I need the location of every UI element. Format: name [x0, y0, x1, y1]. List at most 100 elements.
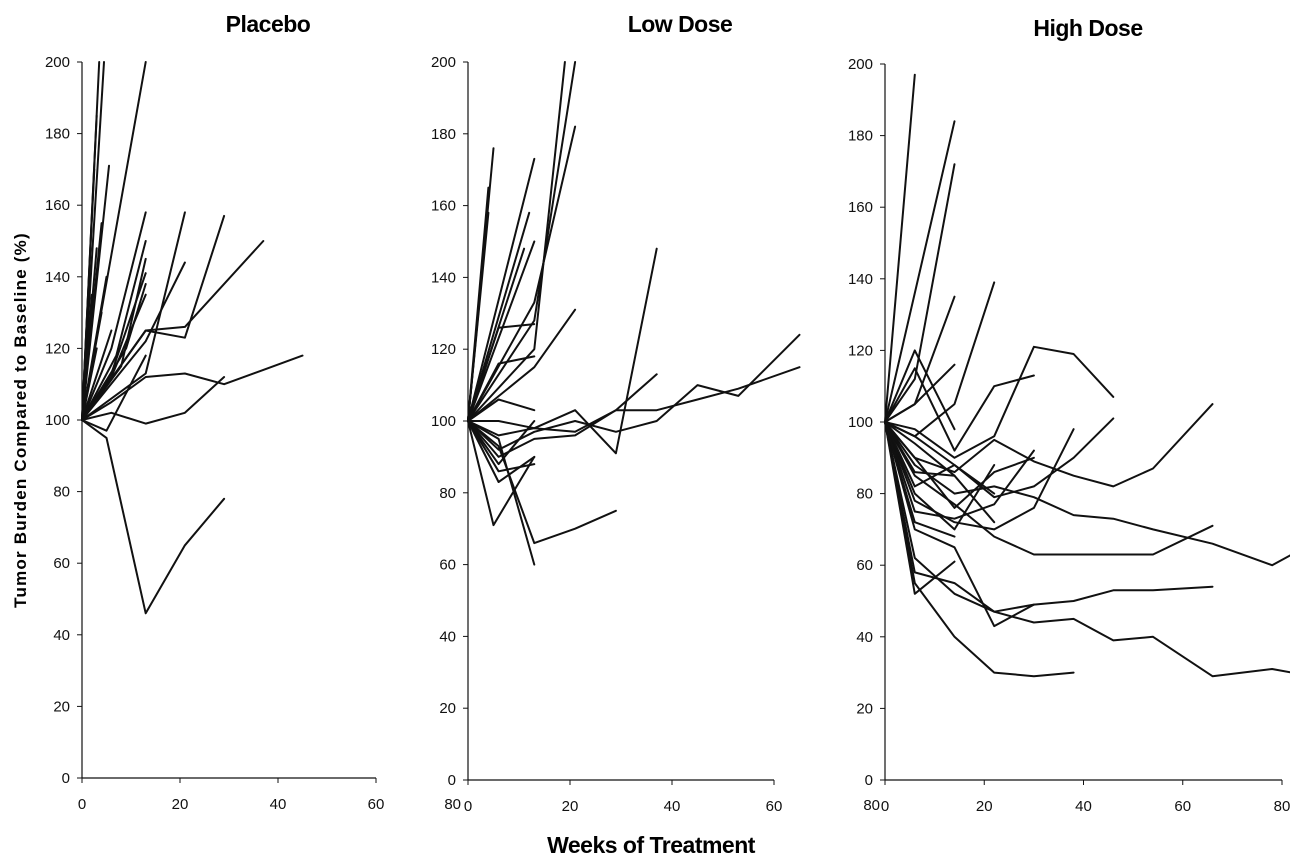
series-line — [884, 421, 1075, 678]
y-tick-label: 200 — [848, 56, 873, 73]
x-tick-label: 0 — [78, 796, 86, 813]
series-line — [467, 398, 536, 422]
series-line — [467, 420, 536, 466]
panel-title: Placebo — [226, 11, 311, 37]
series-line — [81, 354, 304, 421]
panel-low-dose: Low Dose 0 20 40 60 80 100 120 140 160 180 200 0 20… — [431, 11, 801, 815]
series-line — [81, 283, 147, 421]
series-line — [884, 421, 1214, 556]
y-tick-label: 180 — [848, 128, 873, 145]
series-line — [467, 420, 536, 566]
y-tick-label: 120 — [848, 342, 873, 359]
series-line — [884, 421, 1035, 520]
y-axis: 0 20 40 60 80 100 120 140 160 180 200 — [45, 54, 83, 787]
x-tick-label: 20 — [172, 796, 189, 813]
series-line — [81, 261, 186, 421]
x-axis: 0 20 40 60 80 — [881, 779, 1290, 815]
series-line — [81, 329, 113, 421]
series-lines — [467, 61, 801, 566]
panel-high-dose: High Dose 0 20 40 60 80 100 120 140 160 180 200 0 2… — [848, 15, 1290, 815]
series-line — [467, 323, 536, 422]
series-line — [884, 421, 956, 538]
y-tick-label: 100 — [431, 413, 456, 430]
series-line — [884, 421, 1035, 628]
series-line — [884, 421, 996, 524]
series-line — [884, 421, 1290, 567]
x-tick-label: 60 — [368, 796, 385, 813]
y-tick-label: 160 — [431, 198, 456, 215]
x-tick-label: 20 — [562, 798, 579, 815]
series-line — [884, 421, 1035, 509]
x-tick-label: 0 — [464, 798, 472, 815]
series-line — [467, 211, 531, 422]
y-tick-label: 60 — [53, 555, 70, 572]
series-line — [81, 211, 147, 421]
series-line — [884, 421, 1290, 678]
series-line — [467, 420, 536, 527]
series-line — [81, 211, 186, 421]
y-axis: 0 20 40 60 80 100 120 140 160 180 200 — [431, 54, 469, 789]
x-tick-label: 0 — [881, 798, 889, 815]
x-axis-label: Weeks of Treatment — [547, 832, 756, 856]
y-tick-label: 0 — [865, 772, 873, 789]
series-lines — [884, 73, 1290, 678]
series-lines — [81, 61, 304, 615]
series-line — [884, 120, 956, 423]
series-line — [467, 61, 566, 422]
x-axis: 0 20 40 60 — [78, 777, 385, 813]
y-axis-label: Tumor Burden Compared to Baseline (%) — [11, 232, 30, 608]
y-tick-label: 0 — [62, 770, 70, 787]
x-tick-label: 20 — [976, 798, 993, 815]
series-line — [81, 365, 93, 421]
x-axis: 0 20 40 60 — [464, 779, 783, 815]
series-line — [467, 247, 658, 455]
series-line — [884, 363, 956, 423]
series-line — [467, 355, 536, 422]
y-tick-label: 140 — [431, 269, 456, 286]
series-line — [884, 367, 1035, 452]
x-tick-label: 60 — [1174, 798, 1191, 815]
series-line — [467, 61, 577, 422]
y-tick-label: 20 — [439, 700, 456, 717]
y-tick-label: 40 — [439, 628, 456, 645]
series-line — [884, 421, 956, 477]
series-line — [884, 421, 996, 531]
series-line — [884, 421, 996, 495]
series-line — [467, 420, 617, 545]
y-tick-label: 200 — [45, 54, 70, 71]
series-line — [81, 293, 93, 421]
y-tick-label: 140 — [848, 271, 873, 288]
y-tick-label: 60 — [856, 557, 873, 574]
x-tick-label: 40 — [664, 798, 681, 815]
series-line — [81, 354, 147, 432]
series-line — [884, 421, 956, 595]
y-tick-label: 100 — [848, 414, 873, 431]
series-line — [467, 308, 577, 422]
y-tick-label: 160 — [45, 197, 70, 214]
y-tick-label: 80 — [439, 485, 456, 502]
series-line — [884, 345, 1115, 459]
y-tick-label: 40 — [856, 629, 873, 646]
x-tick-label: 80 — [1274, 798, 1290, 815]
stray-tick-label: 80 — [863, 797, 880, 814]
y-tick-label: 0 — [448, 772, 456, 789]
series-line — [884, 349, 956, 431]
x-tick-label: 40 — [1075, 798, 1092, 815]
y-tick-label: 20 — [53, 698, 70, 715]
series-line — [884, 421, 1075, 531]
y-tick-label: 80 — [53, 484, 70, 501]
panel-title: Low Dose — [628, 11, 733, 37]
y-tick-label: 200 — [431, 54, 456, 71]
series-line — [467, 333, 801, 451]
series-line — [81, 376, 226, 425]
series-line — [467, 157, 536, 422]
series-line — [467, 373, 658, 458]
series-line — [467, 420, 536, 473]
series-line — [81, 419, 226, 615]
x-tick-label: 60 — [766, 798, 783, 815]
x-tick-label: 40 — [270, 796, 287, 813]
series-line — [884, 417, 1115, 499]
y-tick-label: 120 — [431, 341, 456, 358]
series-line — [467, 312, 480, 422]
